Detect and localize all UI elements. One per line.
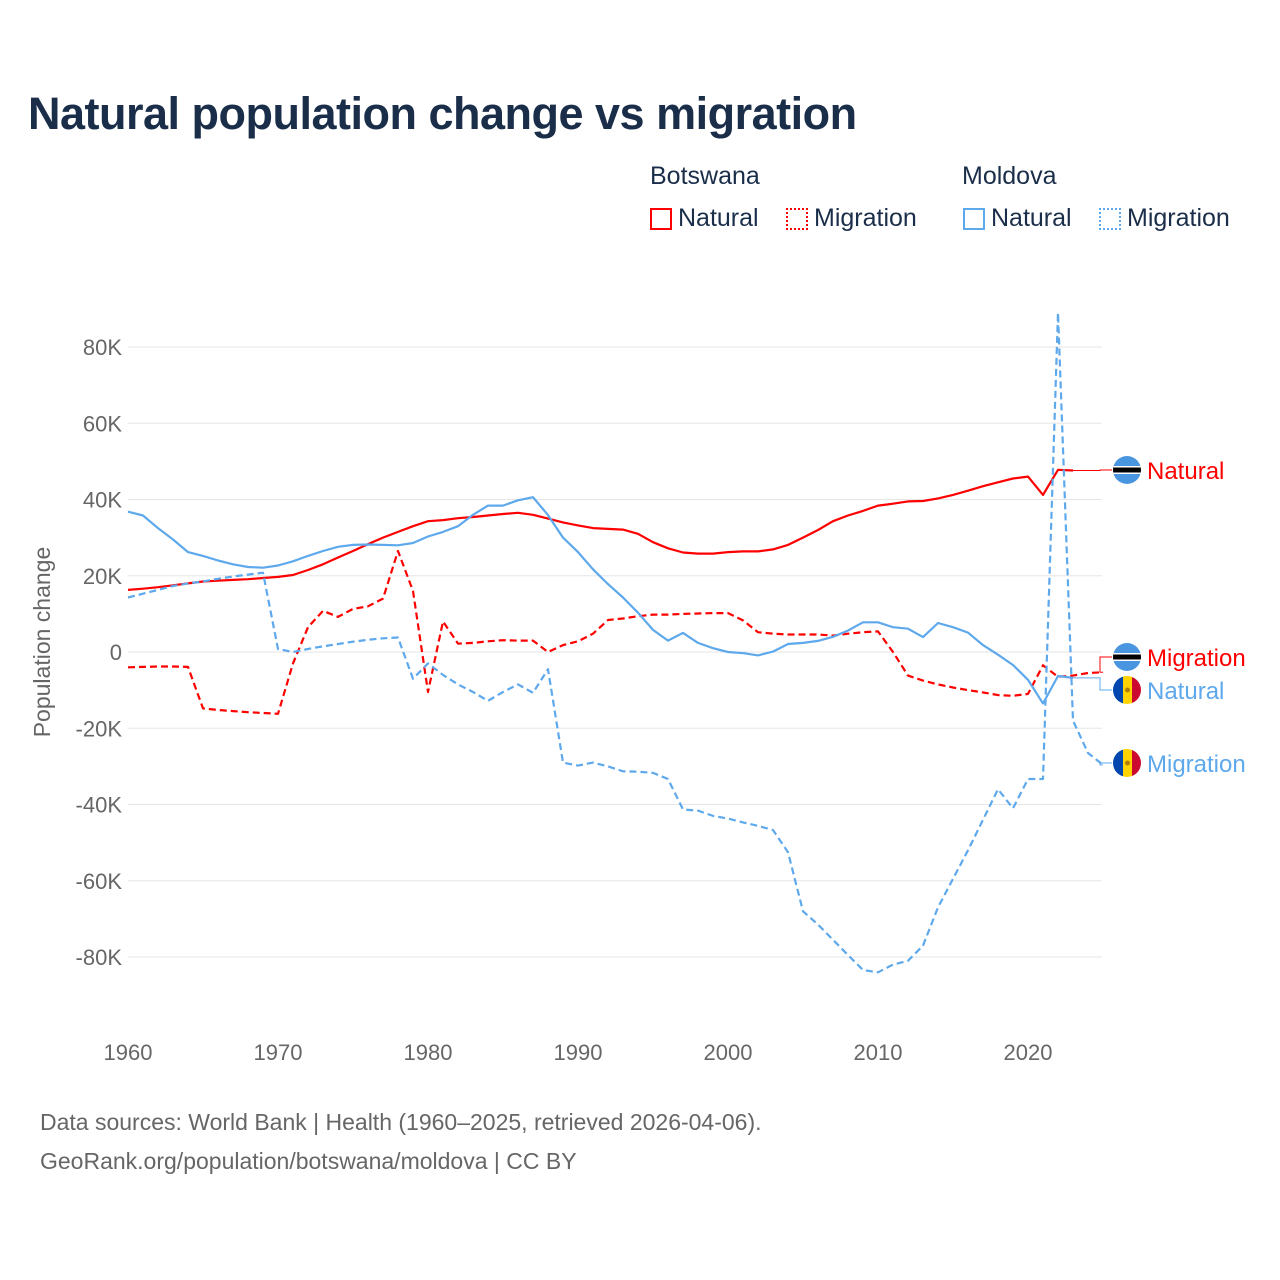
legend-group-moldova: Moldova bbox=[962, 162, 1057, 190]
end-label-moldova-migration: Migration bbox=[1147, 751, 1246, 778]
series-line-botswana-natural bbox=[127, 468, 1074, 591]
legend-label: Natural bbox=[678, 204, 759, 232]
legend-label: Migration bbox=[1127, 204, 1230, 232]
moldova-flag-icon bbox=[1113, 676, 1141, 704]
end-label-botswana-natural: Natural bbox=[1147, 458, 1224, 485]
dotted-swatch-icon bbox=[1099, 207, 1121, 230]
footer-source: Data sources: World Bank | Health (1960–… bbox=[40, 1109, 762, 1135]
botswana-flag-icon bbox=[1113, 456, 1141, 484]
leader-line bbox=[1073, 469, 1112, 472]
y-axis-label: Population change bbox=[29, 547, 55, 738]
series-line-botswana-migration bbox=[127, 549, 1104, 715]
moldova-flag-icon bbox=[1113, 749, 1141, 777]
y-tick-label: -80K bbox=[76, 945, 123, 970]
series-line-moldova-migration bbox=[127, 311, 1104, 974]
series-line-moldova-natural bbox=[127, 496, 1074, 705]
solid-swatch-icon bbox=[963, 207, 985, 230]
chart-title: Natural population change vs migration bbox=[28, 88, 857, 139]
end-label-moldova-natural: Natural bbox=[1147, 678, 1224, 705]
legend-moldova-natural[interactable]: Natural bbox=[963, 204, 1072, 233]
x-tick-label: 1970 bbox=[254, 1040, 303, 1065]
y-tick-label: 60K bbox=[83, 411, 122, 436]
y-tick-label: 0 bbox=[110, 640, 122, 665]
solid-swatch-icon bbox=[650, 207, 672, 230]
dotted-swatch-icon bbox=[786, 207, 808, 230]
legend-botswana-migration[interactable]: Migration bbox=[786, 204, 917, 233]
botswana-flag-icon bbox=[1113, 643, 1141, 671]
leader-line bbox=[1099, 656, 1112, 673]
x-tick-label: 1960 bbox=[104, 1040, 153, 1065]
legend-botswana-natural[interactable]: Natural bbox=[650, 204, 759, 233]
x-tick-label: 2010 bbox=[854, 1040, 903, 1065]
y-tick-label: 80K bbox=[83, 335, 122, 360]
x-tick-label: 2020 bbox=[1004, 1040, 1053, 1065]
x-tick-label: 1980 bbox=[404, 1040, 453, 1065]
y-tick-label: -20K bbox=[76, 716, 123, 741]
footer-link[interactable]: GeoRank.org/population/botswana/moldova … bbox=[40, 1148, 577, 1174]
y-tick-label: 20K bbox=[83, 564, 122, 589]
y-tick-label: -40K bbox=[76, 793, 123, 818]
legend-group-botswana: Botswana bbox=[650, 162, 760, 190]
legend-label: Migration bbox=[814, 204, 917, 232]
leader-line bbox=[1073, 677, 1112, 691]
x-tick-label: 2000 bbox=[704, 1040, 753, 1065]
y-tick-label: 40K bbox=[83, 488, 122, 513]
y-tick-label: -60K bbox=[76, 869, 123, 894]
end-label-botswana-migration: Migration bbox=[1147, 645, 1246, 672]
legend-label: Natural bbox=[991, 204, 1072, 232]
legend-moldova-migration[interactable]: Migration bbox=[1099, 204, 1230, 233]
leader-line bbox=[1099, 762, 1112, 766]
x-tick-label: 1990 bbox=[554, 1040, 603, 1065]
